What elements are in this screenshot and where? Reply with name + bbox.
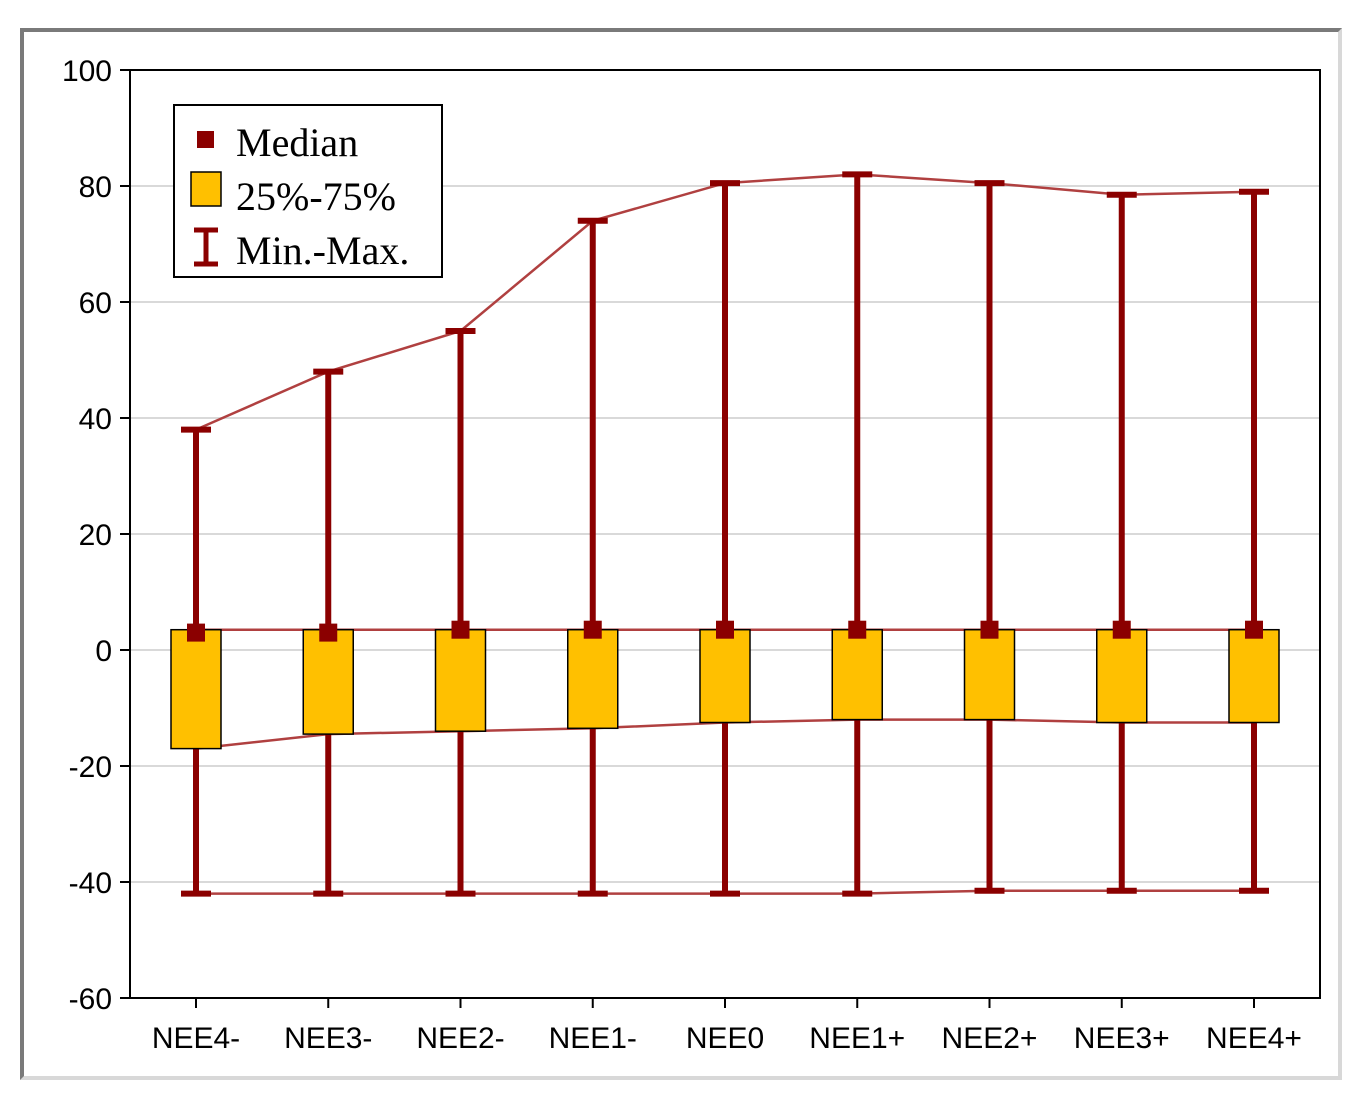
quartile-box (302, 628, 354, 735)
y-tick-label: 100 (62, 55, 112, 88)
x-tick-label: NEE1+ (809, 1022, 905, 1055)
legend-label-median: Median (236, 120, 358, 165)
y-tick-label: -40 (69, 867, 112, 900)
quartile-box (1228, 628, 1280, 724)
median-marker (451, 620, 470, 639)
y-tick-label: -60 (69, 983, 112, 1016)
median-marker (187, 623, 205, 642)
x-tick-label: NEE2- (416, 1022, 504, 1055)
box-series (170, 171, 1280, 897)
median-marker (583, 620, 602, 639)
median-marker (848, 620, 867, 639)
legend: Median 25%-75% Min.-Max. (173, 104, 443, 278)
box-nee2-plus (963, 180, 1016, 894)
quartile-box (567, 628, 619, 730)
x-tick-label: NEE1- (549, 1022, 637, 1055)
x-tick-label: NEE4- (152, 1022, 240, 1055)
box-nee2-minus (434, 328, 487, 897)
quartile-box (434, 628, 487, 732)
y-axis: -60 -40 -20 0 20 40 60 80 100 (62, 55, 130, 1016)
median-marker (1245, 620, 1263, 639)
quartile-box (699, 628, 751, 724)
x-tick-label: NEE3+ (1074, 1022, 1170, 1055)
quartile-box (831, 628, 883, 721)
box-nee1-minus (567, 217, 619, 897)
quartile-box (1096, 628, 1148, 724)
box-swatch-icon (190, 171, 222, 207)
y-tick-label: 0 (95, 635, 112, 668)
box-nee3-minus (302, 368, 354, 897)
y-tick-label: 40 (79, 403, 112, 436)
legend-label-quartile: 25%-75% (236, 174, 396, 219)
median-marker (319, 623, 338, 642)
box-nee4-minus (170, 426, 222, 897)
quartile-box (170, 628, 222, 750)
box-nee3-plus (1096, 191, 1148, 894)
box-nee0 (699, 180, 751, 897)
median-marker (1112, 620, 1131, 639)
x-tick-label: NEE4+ (1206, 1022, 1302, 1055)
y-tick-label: 80 (79, 171, 112, 204)
x-axis: NEE4- NEE3- NEE2- NEE1- NEE0 NEE1+ NEE2+ NEE3+ N… (152, 998, 1302, 1055)
y-tick-label: 20 (79, 519, 112, 552)
y-tick-label: -20 (69, 751, 112, 784)
x-tick-label: NEE3- (284, 1022, 372, 1055)
median-marker (980, 620, 999, 639)
median-marker (716, 620, 734, 639)
box-nee4-plus (1228, 188, 1280, 894)
median-square-icon (197, 131, 214, 148)
x-tick-label: NEE0 (686, 1022, 764, 1055)
quartile-box (963, 628, 1016, 721)
x-tick-label: NEE2+ (942, 1022, 1038, 1055)
box-nee1-plus (831, 171, 883, 897)
legend-label-minmax: Min.-Max. (236, 228, 409, 273)
y-tick-label: 60 (79, 287, 112, 320)
